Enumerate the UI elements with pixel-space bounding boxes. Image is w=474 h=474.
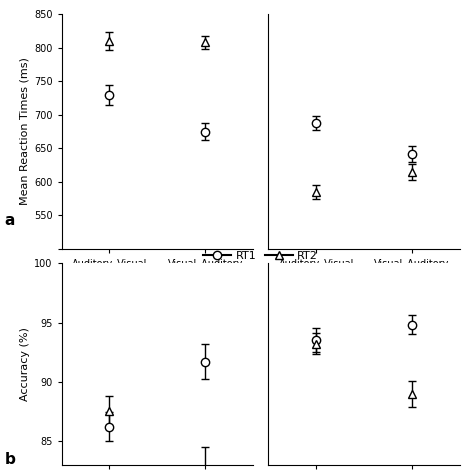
Legend: RT1, RT2: RT1, RT2 <box>199 246 323 265</box>
Y-axis label: Mean Reaction Times (ms): Mean Reaction Times (ms) <box>20 58 30 206</box>
X-axis label: SOA = 300 ms: SOA = 300 ms <box>119 270 195 280</box>
Y-axis label: Accuracy (%): Accuracy (%) <box>20 327 30 401</box>
Text: a: a <box>5 213 15 228</box>
Text: b: b <box>5 452 16 467</box>
X-axis label: SOA = 1000 ms: SOA = 1000 ms <box>323 270 405 280</box>
